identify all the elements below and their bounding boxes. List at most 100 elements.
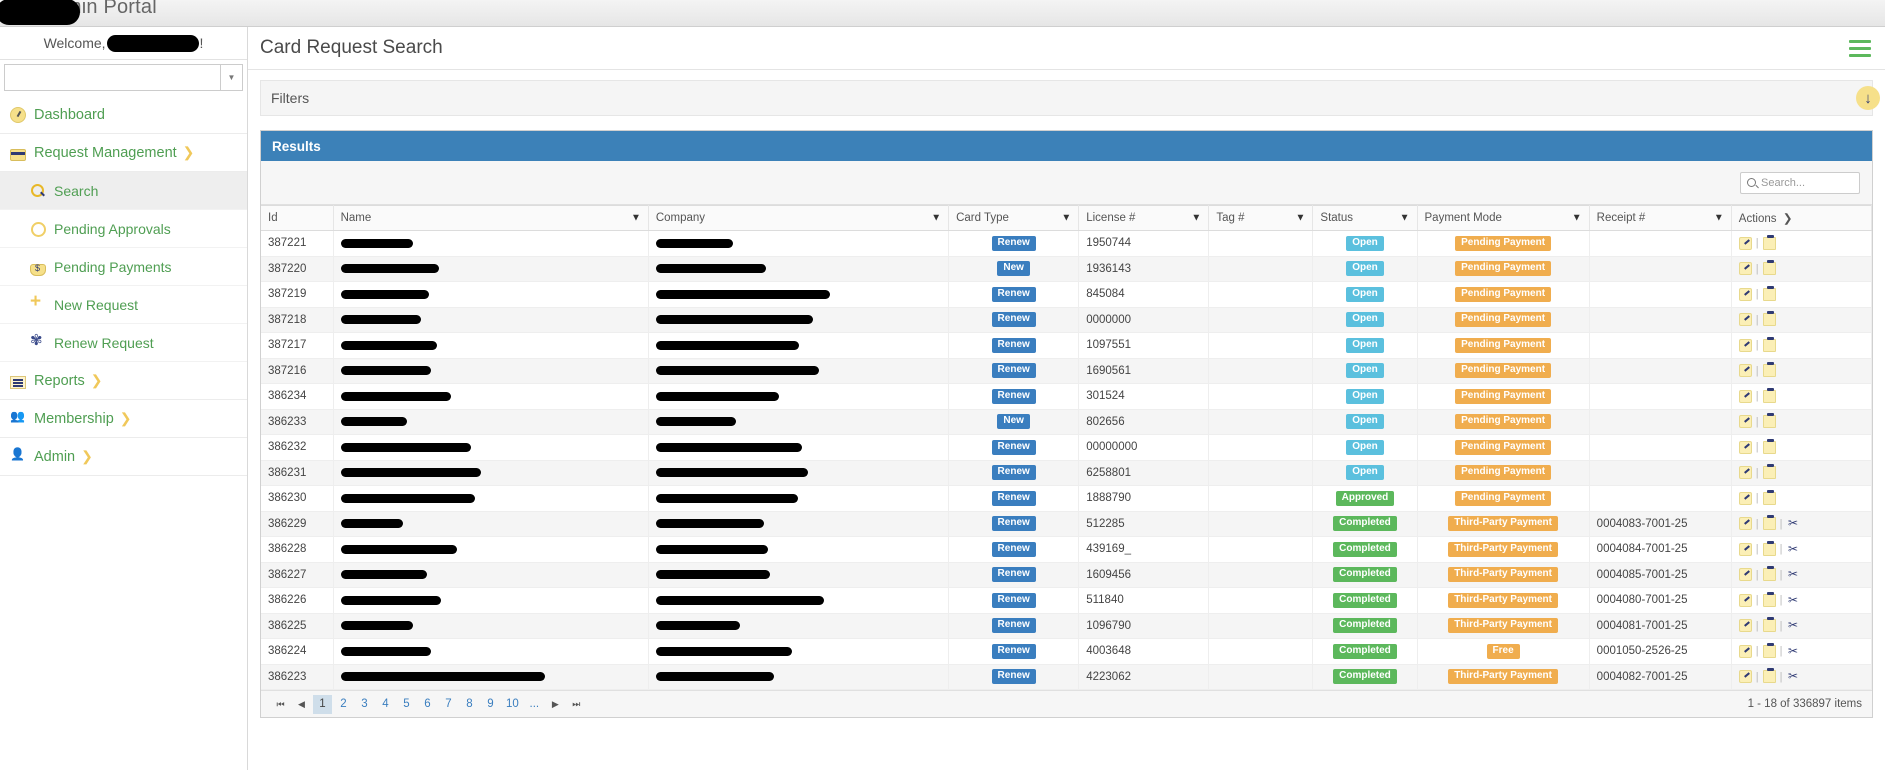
scissors-icon[interactable]: ✂ <box>1787 592 1799 607</box>
clipboard-icon[interactable] <box>1762 387 1776 403</box>
page-link-7[interactable]: 7 <box>445 698 452 710</box>
page-link-4[interactable]: 4 <box>382 698 389 710</box>
col-tag[interactable]: Tag # ▼ <box>1208 205 1314 231</box>
edit-icon[interactable] <box>1738 236 1752 250</box>
table-row[interactable]: 386224 Renew 4003648 Completed Free 0001050-2… <box>261 638 1873 665</box>
table-row[interactable]: 386228 Renew 439169_ Completed Third-Party P… <box>261 536 1873 563</box>
edit-icon[interactable] <box>1738 491 1752 505</box>
sidebar-item-admin[interactable]: Admin ❯ <box>0 438 247 476</box>
sidebar-item-pending-approvals[interactable]: Pending Approvals <box>0 210 247 248</box>
chevron-right-icon[interactable]: ❯ <box>1782 213 1793 225</box>
scissors-icon[interactable]: ✂ <box>1787 567 1799 582</box>
clipboard-icon[interactable] <box>1762 591 1776 607</box>
filter-icon[interactable]: ▼ <box>1399 212 1410 224</box>
table-row[interactable]: 387217 Renew 1097551 Open Pending Payment | <box>261 332 1873 359</box>
page-link-10[interactable]: 10 <box>506 698 519 710</box>
grid-search-placeholder[interactable]: Search... <box>1761 176 1806 189</box>
table-row[interactable]: 386225 Renew 1096790 Completed Third-Party P… <box>261 613 1873 639</box>
hamburger-icon[interactable] <box>1849 39 1871 57</box>
page-link-5[interactable]: 5 <box>403 698 410 710</box>
edit-icon[interactable] <box>1738 364 1752 378</box>
sidebar-select[interactable]: ▼ <box>4 64 243 91</box>
scissors-icon[interactable]: ✂ <box>1787 669 1799 684</box>
clipboard-icon[interactable] <box>1762 234 1776 250</box>
sidebar-item-search[interactable]: Search <box>0 172 247 210</box>
clipboard-icon[interactable] <box>1762 668 1776 684</box>
clipboard-icon[interactable] <box>1762 489 1776 505</box>
edit-icon[interactable] <box>1738 619 1752 633</box>
page-prev[interactable]: ◀ <box>298 698 305 709</box>
page-link-...[interactable]: ... <box>529 698 540 710</box>
col-actions[interactable]: Actions ❯ <box>1731 205 1873 231</box>
edit-icon[interactable] <box>1738 262 1752 276</box>
filter-icon[interactable]: ▼ <box>1713 212 1724 224</box>
sidebar-item-pending-payments[interactable]: Pending Payments <box>0 248 247 286</box>
table-row[interactable]: 386234 Renew 301524 Open Pending Payment | <box>261 383 1873 410</box>
sidebar-item-renew-request[interactable]: Renew Request <box>0 324 247 362</box>
table-row[interactable]: 387219 Renew 845084 Open Pending Payment | <box>261 281 1873 308</box>
scissors-icon[interactable]: ✂ <box>1787 618 1799 633</box>
chevron-down-icon[interactable]: ▼ <box>220 65 242 90</box>
sidebar-item-request-management[interactable]: Request Management ❯ <box>0 134 247 172</box>
clipboard-icon[interactable] <box>1762 540 1776 556</box>
col-license[interactable]: License # ▼ <box>1078 205 1210 231</box>
page-link-6[interactable]: 6 <box>424 698 431 710</box>
page-link-9[interactable]: 9 <box>487 698 494 710</box>
table-row[interactable]: 386226 Renew 511840 Completed Third-Party Pa… <box>261 587 1873 614</box>
filter-icon[interactable]: ▼ <box>630 212 641 224</box>
table-row[interactable]: 386223 Renew 4223062 Completed Third-Party P… <box>261 664 1873 690</box>
table-row[interactable]: 387221 Renew 1950744 Open Pending Payment | <box>261 230 1873 257</box>
col-status[interactable]: Status ▼ <box>1312 205 1418 231</box>
edit-icon[interactable] <box>1738 313 1752 327</box>
edit-icon[interactable] <box>1738 389 1752 403</box>
col-company[interactable]: Company ▼ <box>648 205 950 231</box>
clipboard-icon[interactable] <box>1762 515 1776 531</box>
table-row[interactable]: 386227 Renew 1609456 Completed Third-Party P… <box>261 562 1873 588</box>
sidebar-item-new-request[interactable]: New Request <box>0 286 247 324</box>
clipboard-icon[interactable] <box>1762 617 1776 633</box>
scissors-icon[interactable]: ✂ <box>1787 643 1799 658</box>
clipboard-icon[interactable] <box>1762 642 1776 658</box>
table-row[interactable]: 386230 Renew 1888790 Approved Pending Paymen… <box>261 485 1873 512</box>
sidebar-select-value[interactable] <box>5 65 220 90</box>
edit-icon[interactable] <box>1738 466 1752 480</box>
edit-icon[interactable] <box>1738 568 1752 582</box>
page-link-2[interactable]: 2 <box>340 698 347 710</box>
scissors-icon[interactable]: ✂ <box>1787 516 1799 531</box>
sidebar-item-reports[interactable]: Reports ❯ <box>0 362 247 400</box>
clipboard-icon[interactable] <box>1762 336 1776 352</box>
clipboard-icon[interactable] <box>1762 464 1776 480</box>
edit-icon[interactable] <box>1738 644 1752 658</box>
table-row[interactable]: 386229 Renew 512285 Completed Third-Party Pa… <box>261 511 1873 537</box>
col-card-type[interactable]: Card Type ▼ <box>948 205 1080 231</box>
clipboard-icon[interactable] <box>1762 413 1776 429</box>
clipboard-icon[interactable] <box>1762 438 1776 454</box>
edit-icon[interactable] <box>1738 287 1752 301</box>
grid-search[interactable]: Search... <box>1740 171 1860 194</box>
filter-icon[interactable]: ▼ <box>931 212 942 224</box>
table-row[interactable]: 386231 Renew 6258801 Open Pending Payment | <box>261 460 1873 486</box>
page-first[interactable]: ⏮ <box>276 698 285 709</box>
edit-icon[interactable] <box>1738 338 1752 352</box>
clipboard-icon[interactable] <box>1762 285 1776 301</box>
edit-icon[interactable] <box>1738 670 1752 684</box>
edit-icon[interactable] <box>1738 593 1752 607</box>
col-receipt[interactable]: Receipt # ▼ <box>1589 205 1732 231</box>
filters-panel[interactable]: Filters ↓ <box>260 80 1880 116</box>
clipboard-icon[interactable] <box>1762 362 1776 378</box>
download-arrow-icon[interactable]: ↓ <box>1856 86 1880 110</box>
filter-icon[interactable]: ▼ <box>1061 212 1072 224</box>
table-row[interactable]: 387216 Renew 1690561 Open Pending Payment | <box>261 358 1873 384</box>
clipboard-icon[interactable] <box>1762 566 1776 582</box>
col-payment-mode[interactable]: Payment Mode ▼ <box>1417 205 1590 231</box>
page-link-8[interactable]: 8 <box>466 698 473 710</box>
page-next[interactable]: ▶ <box>551 698 559 709</box>
edit-icon[interactable] <box>1738 542 1752 556</box>
page-link-3[interactable]: 3 <box>361 698 368 710</box>
page-last[interactable]: ⏭ <box>572 698 581 709</box>
table-row[interactable]: 387220 New 1936143 Open Pending Payment | <box>261 256 1873 282</box>
table-row[interactable]: 387218 Renew 0000000 Open Pending Payment | <box>261 307 1873 333</box>
edit-icon[interactable] <box>1738 440 1752 454</box>
col-name[interactable]: Name ▼ <box>333 205 649 231</box>
clipboard-icon[interactable] <box>1762 260 1776 276</box>
